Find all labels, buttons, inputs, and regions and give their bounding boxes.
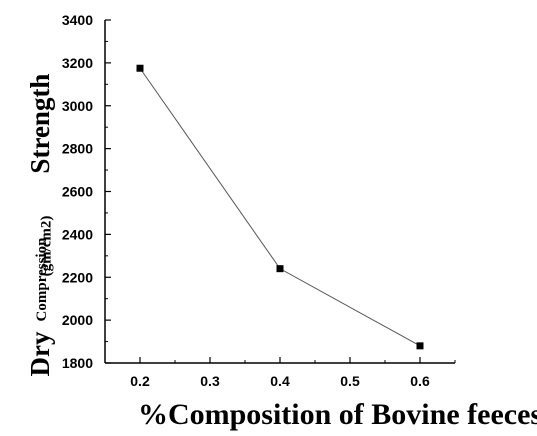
svg-text:Dry Compression: Dry Compression Strength [25,74,55,377]
x-tick-label: 0.2 [130,373,150,389]
x-tick-label: 0.5 [340,373,360,389]
data-point-marker [416,342,424,350]
y-tick-label: 3000 [62,98,93,114]
y-tick-label: 2400 [62,226,93,242]
y-tick-label: 2600 [62,184,93,200]
y-tick-label: 2200 [62,269,93,285]
y-axis-label: Dry Compression Strength [25,74,55,377]
y-tick-label: 3400 [62,12,93,28]
data-point-marker [276,265,284,273]
y-axis-label-dry: Dry [25,331,55,376]
data-point-marker [136,64,144,72]
axes [104,20,455,364]
y-tick-label: 3200 [62,55,93,71]
y-axis-label-compression: Compression [34,237,50,322]
y-axis-unit-label: (gm/cm2) [38,216,54,277]
ticks: 1800 2000 2200 2400 2600 2800 3000 3200 3400 0.2 0… [62,12,456,389]
y-axis-label-strength: Strength [25,74,55,174]
x-tick-label: 0.4 [270,373,290,389]
y-tick-label: 2000 [62,312,93,328]
x-tick-label: 0.3 [200,373,220,389]
y-tick-label: 2800 [62,141,93,157]
x-axis-label: %Composition of Bovine feeces [138,398,537,431]
series [136,64,424,350]
y-axis-unit-label-group: (gm/cm2) [38,216,54,277]
x-tick-label: 0.6 [410,373,430,389]
y-tick-label: 1800 [62,355,93,371]
series-line [139,67,421,347]
